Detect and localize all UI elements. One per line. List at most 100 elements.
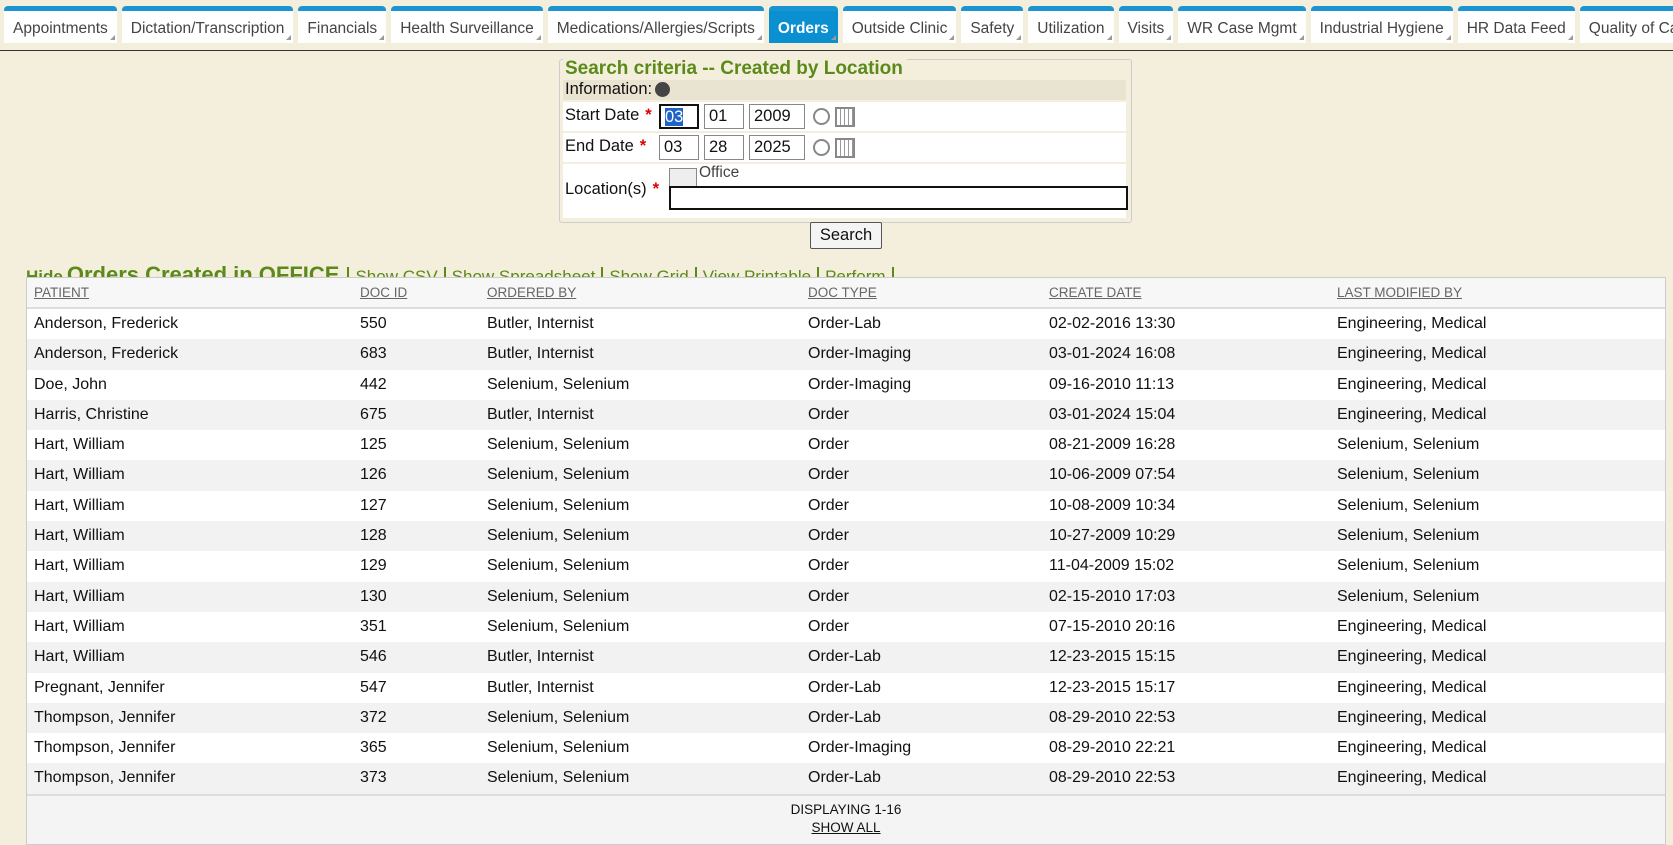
- tab[interactable]: Visits: [1118, 6, 1174, 43]
- cell: Order-Imaging: [808, 739, 912, 757]
- cell: 03-01-2024 15:04: [1049, 405, 1176, 423]
- results: HideOrders Created in OFFICEShow CSVShow…: [26, 262, 1666, 845]
- table-row[interactable]: Doe, John 442 Selenium, Selenium Order-Imag…: [27, 370, 1665, 400]
- help-icon[interactable]: [655, 82, 670, 97]
- month-input[interactable]: 03: [659, 135, 699, 160]
- column-header[interactable]: LAST MODIFIED BY: [1337, 285, 1463, 300]
- search-button[interactable]: Search: [810, 222, 882, 249]
- tab[interactable]: Industrial Hygiene: [1310, 6, 1453, 43]
- month-input[interactable]: 03: [659, 104, 699, 129]
- cell: 11-04-2009 15:02: [1049, 557, 1175, 575]
- cell: Engineering, Medical: [1337, 648, 1487, 666]
- cell: 129: [360, 557, 387, 575]
- label-text: End Date: [565, 137, 634, 155]
- calendar-icon[interactable]: [835, 138, 855, 158]
- cell: Hart, William: [34, 496, 125, 514]
- column-header[interactable]: PATIENT: [34, 285, 90, 300]
- cell: Engineering, Medical: [1337, 405, 1487, 423]
- table-row[interactable]: Hart, William 128 Selenium, Selenium Order 1…: [27, 521, 1665, 552]
- column-header[interactable]: CREATE DATE: [1049, 285, 1142, 300]
- table-row[interactable]: Anderson, Frederick 683 Butler, Internist O…: [27, 339, 1665, 370]
- cell: 373: [360, 769, 387, 787]
- column-header[interactable]: ORDERED BY: [487, 285, 577, 300]
- location-value: Office: [699, 164, 740, 181]
- cell: Selenium, Selenium: [487, 436, 630, 454]
- clock-icon[interactable]: [813, 139, 830, 156]
- year-value: 2009: [754, 107, 791, 125]
- cell: 683: [360, 345, 387, 363]
- tab[interactable]: HR Data Feed: [1457, 6, 1575, 43]
- tab[interactable]: WR Case Mgmt: [1178, 6, 1306, 43]
- tab[interactable]: Orders: [768, 6, 838, 43]
- tab[interactable]: Utilization: [1028, 6, 1114, 43]
- table-row[interactable]: Hart, William 130 Selenium, Selenium Order 0…: [27, 581, 1665, 612]
- cell: 550: [360, 315, 387, 332]
- table-footer: DISPLAYING 1-16 SHOW ALL: [27, 793, 1665, 844]
- cell: 12-23-2015 15:15: [1049, 648, 1176, 666]
- day-value: 28: [709, 138, 728, 156]
- divider: [0, 50, 1673, 51]
- cell: 03-01-2024 16:08: [1049, 345, 1176, 363]
- table-row[interactable]: Hart, William 126 Selenium, Selenium Order 1…: [27, 460, 1665, 491]
- cell: Anderson, Frederick: [34, 315, 179, 332]
- cell: 372: [360, 708, 387, 726]
- day-input[interactable]: 28: [704, 135, 744, 160]
- tab[interactable]: Outside Clinic: [842, 6, 957, 43]
- tab-bar: Appointments Dictation/Transcription Finan…: [4, 6, 1673, 50]
- cell: 08-29-2010 22:53: [1049, 708, 1176, 726]
- location-input[interactable]: [669, 186, 1128, 210]
- cell: Selenium, Selenium: [487, 708, 630, 726]
- table-row[interactable]: Hart, William 129 Selenium, Selenium Order 1…: [27, 551, 1665, 581]
- tab[interactable]: Dictation/Transcription: [121, 6, 294, 43]
- table-row[interactable]: Hart, William 127 Selenium, Selenium Order 1…: [27, 491, 1665, 521]
- cell: 546: [360, 648, 387, 666]
- table-row[interactable]: Harris, Christine 675 Butler, Internist Ord…: [27, 399, 1665, 431]
- calendar-icon[interactable]: [835, 107, 855, 127]
- tab[interactable]: Appointments: [4, 6, 117, 43]
- table-row[interactable]: Thompson, Jennifer 365 Selenium, Selenium O…: [27, 733, 1665, 763]
- cell: Order: [808, 557, 849, 575]
- cell: Order-Lab: [808, 678, 881, 696]
- tab[interactable]: Financials: [298, 6, 387, 43]
- day-value: 01: [709, 107, 728, 125]
- table-row[interactable]: Hart, William 351 Selenium, Selenium Order 0…: [27, 612, 1665, 642]
- cell: Order-Lab: [808, 315, 881, 332]
- cell: 10-08-2009 10:34: [1049, 496, 1176, 514]
- cell: Engineering, Medical: [1337, 617, 1487, 635]
- tab[interactable]: Medications/Allergies/Scripts: [547, 6, 764, 43]
- show-all-link[interactable]: SHOW ALL: [811, 819, 881, 835]
- column-header[interactable]: DOC TYPE: [808, 285, 877, 300]
- cell: Selenium, Selenium: [487, 739, 630, 757]
- day-input[interactable]: 01: [704, 104, 744, 129]
- table-row[interactable]: Pregnant, Jennifer 547 Butler, Internist Or…: [27, 673, 1665, 703]
- cell: Pregnant, Jennifer: [34, 678, 165, 696]
- cell: Selenium, Selenium: [487, 587, 630, 605]
- year-input[interactable]: 2009: [749, 104, 805, 129]
- column-header[interactable]: DOC ID: [360, 285, 408, 300]
- year-input[interactable]: 2025: [749, 135, 805, 160]
- table-row[interactable]: Hart, William 546 Butler, Internist Order-L…: [27, 642, 1665, 673]
- cell: Selenium, Selenium: [1337, 466, 1480, 484]
- cell: Hart, William: [34, 617, 125, 635]
- table-row[interactable]: Thompson, Jennifer 373 Selenium, Selenium O…: [27, 763, 1665, 794]
- cell: Engineering, Medical: [1337, 739, 1487, 757]
- table-row[interactable]: Hart, William 125 Selenium, Selenium Order 0…: [27, 430, 1665, 460]
- location-label: Location(s) *: [565, 180, 659, 199]
- cell: 10-06-2009 07:54: [1049, 466, 1176, 484]
- cell: 365: [360, 739, 387, 757]
- cell: Butler, Internist: [487, 648, 594, 666]
- tab[interactable]: Health Surveillance: [391, 6, 543, 43]
- cell: 126: [360, 466, 387, 484]
- table-row[interactable]: Thompson, Jennifer 372 Selenium, Selenium O…: [27, 702, 1665, 734]
- cell: Hart, William: [34, 648, 125, 666]
- required-mark: *: [652, 180, 660, 198]
- clock-icon[interactable]: [813, 108, 830, 125]
- tab[interactable]: Quality of Care: [1579, 6, 1673, 43]
- cell: Harris, Christine: [34, 405, 149, 423]
- cell: Selenium, Selenium: [1337, 496, 1480, 514]
- table-row[interactable]: Anderson, Frederick 550 Butler, Internist O…: [27, 309, 1665, 339]
- tab[interactable]: Safety: [961, 6, 1024, 43]
- collapse-button[interactable]: [669, 168, 697, 187]
- cell: Selenium, Selenium: [487, 375, 630, 393]
